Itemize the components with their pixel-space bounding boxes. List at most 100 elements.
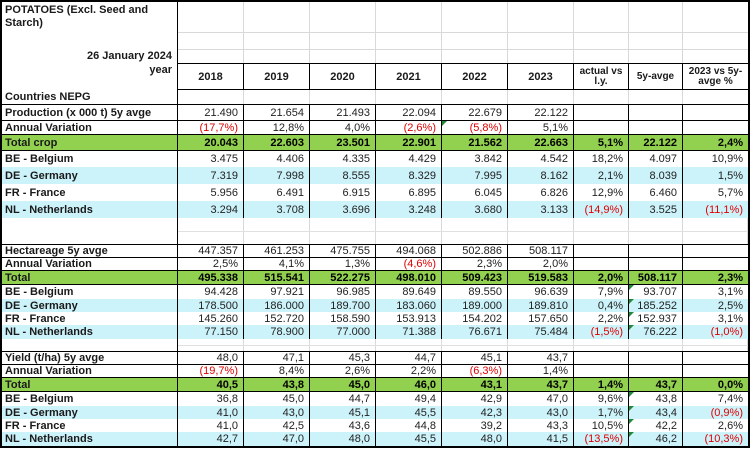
cell-2018[interactable]: 77.150: [178, 325, 244, 339]
cell-2020[interactable]: 4.335: [310, 151, 376, 167]
row-label[interactable]: FR - France: [2, 184, 178, 201]
cell-2022[interactable]: 42,9: [442, 392, 508, 406]
cell-actual-vs-l-y[interactable]: [574, 258, 629, 270]
cell-2022[interactable]: 502.886: [442, 245, 508, 257]
cell-5y-avge[interactable]: 185.252: [629, 299, 683, 312]
row-label[interactable]: Hectareage 5y avge: [2, 245, 178, 257]
cell-actual-vs-l-y[interactable]: 1,7%: [574, 406, 629, 419]
cell-2023-vs-5y-avge[interactable]: 3,1%: [717, 312, 743, 325]
cell-2022[interactable]: 154.202: [442, 312, 508, 325]
cell-2023-vs-5y-avge[interactable]: [683, 258, 748, 270]
column-header-2019[interactable]: 2019: [244, 63, 310, 90]
cell-2020[interactable]: 522.275: [310, 271, 376, 284]
cell-2018[interactable]: 447.357: [178, 245, 244, 257]
cell-5y-avge[interactable]: [629, 245, 683, 257]
cell-2022[interactable]: 22.679: [442, 105, 508, 120]
cell-2022[interactable]: 76.671: [442, 325, 508, 339]
cell-actual-vs-l-y[interactable]: 10,5%: [574, 419, 629, 432]
cell-5y-avge[interactable]: [629, 365, 683, 377]
cell-2018[interactable]: 3.294: [178, 201, 244, 218]
cell-2022[interactable]: (5,8%): [442, 121, 508, 134]
cell-2019[interactable]: 152.720: [244, 312, 310, 325]
cell-2020[interactable]: 4,0%: [310, 121, 376, 134]
cell-2023-vs-5y-avge[interactable]: [683, 121, 748, 134]
cell-2021[interactable]: (4,6%): [376, 258, 442, 270]
cell-actual-vs-l-y[interactable]: [574, 121, 629, 134]
cell-2022[interactable]: 42,3: [442, 406, 508, 419]
cell-2022[interactable]: 6.045: [442, 184, 508, 201]
cell-2023[interactable]: 189.810: [508, 299, 574, 312]
cell-2018[interactable]: 7.319: [178, 167, 244, 184]
cell-2020[interactable]: 158.590: [310, 312, 376, 325]
cell-2021[interactable]: 3.248: [376, 201, 442, 218]
row-label[interactable]: Total: [2, 271, 178, 284]
cell-5y-avge[interactable]: 43,4: [629, 406, 683, 419]
cell-2023-vs-5y-avge[interactable]: (1,0%): [710, 326, 743, 338]
column-header-2018[interactable]: 2018: [178, 63, 244, 90]
cell-2020[interactable]: 48,0: [310, 432, 376, 446]
cell-2023[interactable]: 4.542: [508, 151, 574, 167]
cell-5y-avge[interactable]: 152.937: [629, 312, 683, 325]
cell-2022[interactable]: 509.423: [442, 271, 508, 284]
cell-5y-avge[interactable]: 43,7: [629, 378, 683, 391]
cell-2020[interactable]: 21.493: [310, 105, 376, 120]
cell-2023[interactable]: 41,5: [508, 432, 574, 446]
cell-2019[interactable]: 8,4%: [244, 365, 310, 377]
cell-2019[interactable]: 43,0: [244, 406, 310, 419]
cell-2019[interactable]: 6.491: [244, 184, 310, 201]
row-label[interactable]: DE - Germany: [2, 299, 178, 312]
column-header-actual-vs-l-y[interactable]: actual vs l.y.: [574, 63, 629, 90]
cell-2023-vs-5y-avge[interactable]: 1,5%: [717, 169, 743, 182]
column-header-2023[interactable]: 2023: [508, 63, 574, 90]
cell-2023-vs-5y-avge[interactable]: [683, 365, 748, 377]
cell-2023-vs-5y-avge[interactable]: (10,3%): [704, 433, 743, 445]
cell-5y-avge[interactable]: 42,2: [629, 419, 683, 432]
cell-actual-vs-l-y[interactable]: [574, 245, 629, 257]
cell-2019[interactable]: 78.900: [244, 325, 310, 339]
column-header-2023-vs-5y-avge[interactable]: 2023 vs 5y-avge %: [683, 63, 748, 90]
cell-2020[interactable]: 77.000: [310, 325, 376, 339]
cell-2020[interactable]: 3.696: [310, 201, 376, 218]
cell-2021[interactable]: 8.329: [376, 167, 442, 184]
cell-2020[interactable]: 475.755: [310, 245, 376, 257]
cell-2019[interactable]: 186.000: [244, 299, 310, 312]
cell-2023[interactable]: 75.484: [508, 325, 574, 339]
cell-2023[interactable]: 508.117: [508, 245, 574, 257]
cell-actual-vs-l-y[interactable]: 1,4%: [574, 378, 629, 391]
row-label[interactable]: BE - Belgium: [2, 285, 178, 299]
cell-2019[interactable]: 22.603: [244, 135, 310, 150]
cell-actual-vs-l-y[interactable]: [574, 365, 629, 377]
cell-2023-vs-5y-avge[interactable]: 0,0%: [717, 378, 743, 391]
cell-actual-vs-l-y[interactable]: 2,0%: [574, 271, 629, 284]
cell-2021[interactable]: 2,2%: [376, 365, 442, 377]
row-label[interactable]: BE - Belgium: [2, 392, 178, 406]
cell-2023[interactable]: 157.650: [508, 312, 574, 325]
row-label[interactable]: Annual Variation: [2, 258, 178, 270]
cell-2018[interactable]: 3.475: [178, 151, 244, 167]
cell-2022[interactable]: 3.680: [442, 201, 508, 218]
cell-2019[interactable]: 97.921: [244, 285, 310, 299]
cell-2019[interactable]: 47,1: [244, 352, 310, 364]
cell-2020[interactable]: 2,6%: [310, 365, 376, 377]
cell-2018[interactable]: 40,5: [178, 378, 244, 391]
row-label[interactable]: Production (x 000 t) 5y avge: [2, 105, 178, 120]
cell-2021[interactable]: 494.068: [376, 245, 442, 257]
cell-2023-vs-5y-avge[interactable]: (0,9%): [710, 406, 743, 419]
cell-actual-vs-l-y[interactable]: 2,1%: [574, 167, 629, 184]
cell-2021[interactable]: 89.649: [376, 285, 442, 299]
cell-5y-avge[interactable]: 43,8: [629, 392, 683, 406]
cell-actual-vs-l-y[interactable]: [574, 105, 629, 120]
cell-2018[interactable]: 41,0: [178, 406, 244, 419]
cell-2021[interactable]: 22.094: [376, 105, 442, 120]
cell-2022[interactable]: (6,3%): [442, 365, 508, 377]
cell-2020[interactable]: 8.555: [310, 167, 376, 184]
cell-2018[interactable]: 41,0: [178, 419, 244, 432]
row-label[interactable]: NL - Netherlands: [2, 201, 178, 218]
cell-5y-avge[interactable]: [629, 352, 683, 364]
cell-5y-avge[interactable]: [629, 105, 683, 120]
cell-2022[interactable]: 2,3%: [442, 258, 508, 270]
cell-2023[interactable]: 3.133: [508, 201, 574, 218]
cell-2018[interactable]: 5.956: [178, 184, 244, 201]
cell-2020[interactable]: 96.985: [310, 285, 376, 299]
cell-5y-avge[interactable]: 6.460: [629, 184, 683, 201]
